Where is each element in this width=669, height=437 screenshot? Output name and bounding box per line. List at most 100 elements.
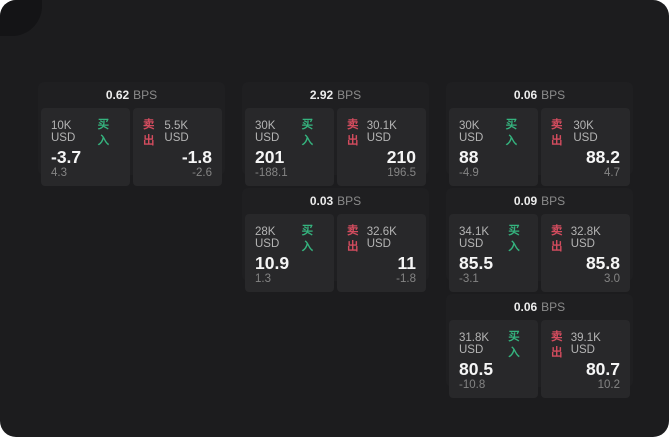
buy-panel[interactable]: 10K USD 买入 -3.7 4.3	[41, 108, 130, 186]
sell-panel[interactable]: 卖出 5.5K USD -1.8 -2.6	[133, 108, 222, 186]
sell-change: 3.0	[604, 272, 620, 285]
spread-value: 0.62	[105, 88, 130, 102]
sell-meta-row: 卖出 32.8K USD	[551, 222, 620, 254]
card-body: 30K USD 买入 88 -4.9 卖出 30K USD 88.2 4.7	[449, 108, 630, 186]
card-header: 2.92 BPS	[245, 82, 426, 108]
card-header: 0.09 BPS	[449, 188, 630, 214]
spread-value: 0.06	[513, 300, 538, 314]
card-header: 0.03 BPS	[245, 188, 426, 214]
buy-change: -4.9	[459, 166, 479, 179]
sell-price: 80.7	[585, 359, 620, 379]
spread-value: 0.06	[513, 88, 538, 102]
quote-card: 0.62 BPS 10K USD 买入 -3.7 4.3 卖出 5.5K USD	[38, 82, 225, 186]
sell-meta-row: 卖出 32.6K USD	[347, 222, 416, 254]
buy-meta-row: 31.8K USD 买入	[459, 328, 528, 360]
spread-value: 0.09	[513, 194, 538, 208]
sell-panel[interactable]: 卖出 30K USD 88.2 4.7	[541, 108, 630, 186]
sell-meta-row: 卖出 30.1K USD	[347, 116, 416, 148]
sell-size: 32.8K USD	[570, 226, 601, 250]
buy-size: 28K USD	[255, 226, 280, 250]
buy-meta-row: 10K USD 买入	[51, 116, 120, 148]
sell-size: 32.6K USD	[366, 226, 397, 250]
card-body: 31.8K USD 买入 80.5 -10.8 卖出 39.1K USD 80.…	[449, 320, 630, 398]
sell-change: -2.6	[192, 166, 212, 179]
sell-label: 卖出	[551, 331, 563, 359]
window-corner-shade	[0, 0, 42, 36]
buy-meta-row: 34.1K USD 买入	[459, 222, 528, 254]
buy-label: 买入	[301, 225, 314, 253]
card-body: 34.1K USD 买入 85.5 -3.1 卖出 32.8K USD 85.8…	[449, 214, 630, 292]
spread-unit: BPS	[133, 88, 158, 102]
sell-panel[interactable]: 卖出 39.1K USD 80.7 10.2	[541, 320, 630, 398]
card-header: 0.06 BPS	[449, 82, 630, 108]
sell-change: 196.5	[387, 166, 416, 179]
buy-panel[interactable]: 30K USD 买入 201 -188.1	[245, 108, 334, 186]
sell-price: 88.2	[585, 147, 620, 167]
buy-label: 买入	[97, 119, 110, 147]
quote-card-grid: 0.62 BPS 10K USD 买入 -3.7 4.3 卖出 5.5K USD	[38, 82, 633, 398]
sell-size: 5.5K USD	[164, 120, 189, 144]
sell-change: 10.2	[597, 378, 620, 391]
spread-unit: BPS	[337, 88, 362, 102]
buy-price: 201	[255, 147, 285, 167]
sell-label: 卖出	[347, 119, 359, 147]
sell-change: 4.7	[604, 166, 620, 179]
sell-panel[interactable]: 卖出 32.8K USD 85.8 3.0	[541, 214, 630, 292]
buy-size: 30K USD	[459, 120, 484, 144]
buy-price: 88	[459, 147, 479, 167]
spread-value: 2.92	[309, 88, 334, 102]
sell-size: 30.1K USD	[366, 120, 397, 144]
sell-price: 210	[386, 147, 416, 167]
spread-unit: BPS	[541, 194, 566, 208]
spread-unit: BPS	[541, 300, 566, 314]
buy-meta-row: 30K USD 买入	[255, 116, 324, 148]
card-body: 30K USD 买入 201 -188.1 卖出 30.1K USD 210 1…	[245, 108, 426, 186]
sell-panel[interactable]: 卖出 32.6K USD 11 -1.8	[337, 214, 426, 292]
sell-label: 卖出	[347, 225, 359, 253]
spread-unit: BPS	[541, 88, 566, 102]
sell-meta-row: 卖出 39.1K USD	[551, 328, 620, 360]
spread-value: 0.03	[309, 194, 334, 208]
buy-panel[interactable]: 31.8K USD 买入 80.5 -10.8	[449, 320, 538, 398]
quote-card: 0.06 BPS 31.8K USD 买入 80.5 -10.8 卖出 39.1…	[446, 294, 633, 398]
sell-panel[interactable]: 卖出 30.1K USD 210 196.5	[337, 108, 426, 186]
buy-panel[interactable]: 30K USD 买入 88 -4.9	[449, 108, 538, 186]
buy-size: 30K USD	[255, 120, 280, 144]
buy-size: 31.8K USD	[459, 332, 490, 356]
buy-meta-row: 28K USD 买入	[255, 222, 324, 254]
buy-label: 买入	[508, 331, 520, 359]
sell-label: 卖出	[551, 119, 563, 147]
card-header: 0.06 BPS	[449, 294, 630, 320]
buy-price: 80.5	[459, 359, 494, 379]
buy-price: 85.5	[459, 253, 494, 273]
sell-price: 11	[397, 253, 417, 273]
buy-price: 10.9	[255, 253, 290, 273]
buy-panel[interactable]: 28K USD 买入 10.9 1.3	[245, 214, 334, 292]
buy-change: -10.8	[459, 378, 486, 391]
buy-label: 买入	[301, 119, 314, 147]
sell-price: -1.8	[181, 147, 212, 167]
buy-price: -3.7	[51, 147, 82, 167]
buy-label: 买入	[505, 119, 518, 147]
sell-meta-row: 卖出 30K USD	[551, 116, 620, 148]
buy-meta-row: 30K USD 买入	[459, 116, 528, 148]
sell-size: 30K USD	[573, 120, 598, 144]
sell-meta-row: 卖出 5.5K USD	[143, 116, 212, 148]
sell-size: 39.1K USD	[570, 332, 601, 356]
card-body: 28K USD 买入 10.9 1.3 卖出 32.6K USD 11 -1.8	[245, 214, 426, 292]
buy-change: 4.3	[51, 166, 67, 179]
sell-label: 卖出	[143, 119, 155, 147]
quote-card: 0.03 BPS 28K USD 买入 10.9 1.3 卖出 32.6K US…	[242, 188, 429, 292]
card-body: 10K USD 买入 -3.7 4.3 卖出 5.5K USD -1.8 -2.…	[41, 108, 222, 186]
quote-card: 0.09 BPS 34.1K USD 买入 85.5 -3.1 卖出 32.8K…	[446, 188, 633, 292]
sell-change: -1.8	[396, 272, 416, 285]
buy-size: 34.1K USD	[459, 226, 490, 250]
buy-label: 买入	[508, 225, 520, 253]
card-header: 0.62 BPS	[41, 82, 222, 108]
buy-panel[interactable]: 34.1K USD 买入 85.5 -3.1	[449, 214, 538, 292]
spread-unit: BPS	[337, 194, 362, 208]
buy-change: -188.1	[255, 166, 288, 179]
quote-card: 0.06 BPS 30K USD 买入 88 -4.9 卖出 30K USD	[446, 82, 633, 186]
buy-change: 1.3	[255, 272, 271, 285]
quote-card: 2.92 BPS 30K USD 买入 201 -188.1 卖出 30.1K …	[242, 82, 429, 186]
